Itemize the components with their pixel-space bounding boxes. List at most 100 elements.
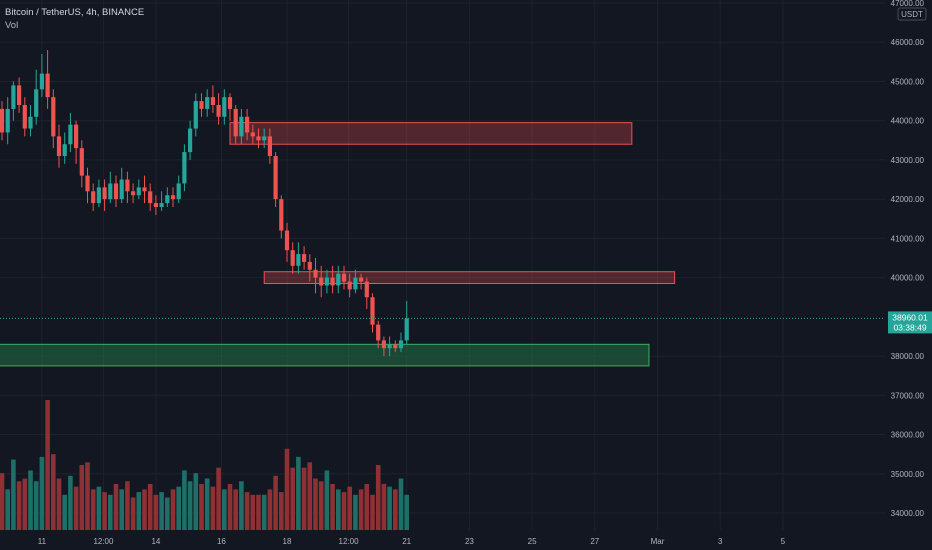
candle (199, 93, 204, 117)
candle (250, 124, 255, 145)
candle (227, 93, 233, 121)
candle (404, 301, 409, 345)
volume-bar (244, 492, 250, 530)
candle (347, 273, 352, 298)
price-tick-label: 42000.00 (891, 195, 925, 204)
volume-bar (284, 448, 290, 530)
candle (22, 97, 27, 137)
candle (85, 167, 90, 204)
candle (68, 112, 73, 153)
volume-indicator-label[interactable]: Vol (5, 20, 19, 31)
candle (376, 320, 381, 349)
candle (381, 336, 386, 357)
volume-bar (404, 494, 409, 530)
candle (313, 258, 318, 294)
currency-badge[interactable]: USDT (897, 7, 927, 21)
candle (222, 89, 227, 125)
candle (176, 175, 181, 204)
volume-bar (16, 481, 22, 530)
candle (159, 191, 164, 211)
volume-bar (11, 459, 16, 530)
candle (148, 183, 153, 211)
candle-body (188, 128, 193, 153)
candle (267, 128, 272, 164)
price-axis[interactable]: 47000.00 46000.00 45000.00 44000.00 43000.00… (891, 0, 925, 518)
candle (51, 89, 56, 149)
candle-body (245, 116, 250, 133)
volume-bar (33, 481, 39, 530)
candle (182, 144, 187, 192)
volume-bar (347, 486, 352, 530)
candle-body (210, 97, 215, 105)
candle (307, 254, 312, 282)
candle-body (347, 281, 352, 290)
candle-body (296, 254, 301, 266)
candle (341, 265, 347, 290)
candle-body (250, 132, 255, 137)
price-tick-label: 38000.00 (891, 352, 925, 361)
candle-body (262, 136, 267, 141)
time-tick-label: 12:00 (93, 537, 114, 546)
candle-body (336, 273, 341, 286)
candle-body (216, 105, 221, 117)
candle (279, 195, 284, 239)
volume-bar (79, 465, 85, 530)
volume-bar (301, 467, 307, 530)
time-tick-label: 25 (528, 537, 537, 546)
candle-body (28, 116, 33, 129)
volume-bar (279, 492, 284, 530)
price-tick-label: 47000.00 (891, 0, 925, 8)
candle (302, 246, 307, 270)
candle-body (341, 273, 347, 282)
candle (142, 175, 147, 204)
price-tag-countdown: 03:38:49 (893, 322, 926, 332)
chart-header: Bitcoin / TetherUS, 4h, BINANCE Vol (5, 6, 144, 32)
price-tick-label: 46000.00 (891, 38, 925, 47)
candle-body (376, 324, 381, 341)
candle-body (404, 318, 409, 341)
candle (205, 89, 210, 117)
volume-bar (130, 497, 136, 530)
candle (330, 265, 335, 294)
support-zone (0, 343, 650, 367)
candle (56, 124, 62, 168)
volume-bar (216, 467, 221, 530)
volume-bar (273, 475, 278, 530)
volume-bar (393, 489, 398, 530)
time-axis[interactable]: 11 12:00 14 16 18 12:00 21 23 25 27 Mar 3 5 (38, 537, 786, 546)
candle-body (364, 281, 369, 298)
volume-bar (193, 473, 199, 530)
candle (216, 93, 221, 125)
time-tick-label: 12:00 (339, 537, 360, 546)
time-tick-label: 27 (590, 537, 599, 546)
volume-bar (62, 494, 67, 530)
time-tick-label: 14 (151, 537, 160, 546)
grid-lines (0, 0, 885, 530)
volume-bar (381, 483, 387, 530)
price-tick-label: 37000.00 (891, 391, 925, 400)
symbol-title[interactable]: Bitcoin / TetherUS, 4h, BINANCE (5, 7, 145, 18)
volume-bar (307, 462, 313, 530)
candle-body (279, 199, 284, 231)
candle-body (393, 344, 398, 349)
candle (324, 269, 329, 294)
candle (96, 179, 101, 207)
volume-bar (108, 494, 113, 530)
volume-bar (125, 481, 130, 530)
volume-bar (165, 497, 170, 530)
candle-body (113, 183, 119, 200)
volume-bar (324, 470, 330, 530)
candle (239, 108, 244, 145)
time-tick-label: 11 (38, 537, 47, 546)
candle (364, 277, 369, 309)
candle-body (5, 108, 10, 133)
volume-bar (0, 473, 5, 530)
volume-bar (136, 492, 142, 530)
candle-body (227, 97, 233, 109)
time-tick-label: 3 (718, 537, 723, 546)
candle-body (102, 187, 107, 200)
volume-bar (187, 481, 193, 530)
candle (113, 175, 119, 207)
volume-bar (233, 489, 238, 530)
